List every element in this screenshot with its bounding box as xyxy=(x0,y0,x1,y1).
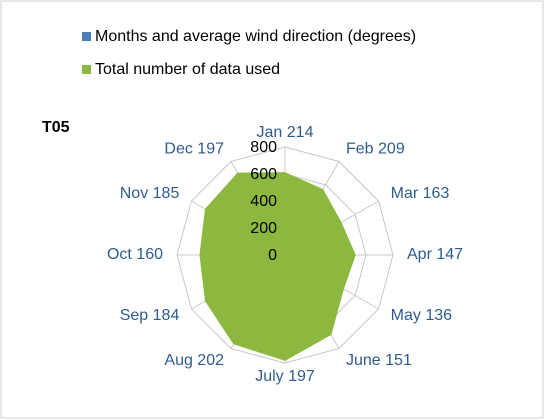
legend-label: Total number of data used xyxy=(95,61,280,78)
legend-swatch xyxy=(82,65,91,74)
r-tick-label: 0 xyxy=(268,247,277,264)
legend-label: Months and average wind direction (degre… xyxy=(95,28,416,45)
category-label: May 136 xyxy=(391,307,452,324)
chart-title: T05 xyxy=(42,119,70,136)
category-label: June 151 xyxy=(346,352,412,369)
r-tick-label: 400 xyxy=(250,193,277,210)
category-label: Nov 185 xyxy=(120,185,180,202)
category-label: Aug 202 xyxy=(164,352,224,369)
legend-swatch xyxy=(82,32,91,41)
category-label: Dec 197 xyxy=(164,141,224,158)
category-label: July 197 xyxy=(255,368,315,385)
category-label: Oct 160 xyxy=(107,246,163,263)
radar-area xyxy=(199,172,356,361)
category-label: Apr 147 xyxy=(407,246,463,263)
category-label: Jan 214 xyxy=(257,124,314,141)
category-label: Feb 209 xyxy=(346,141,405,158)
category-label: Mar 163 xyxy=(391,185,450,202)
r-tick-label: 600 xyxy=(250,166,277,183)
r-tick-label: 200 xyxy=(250,220,277,237)
r-tick-label: 800 xyxy=(250,139,277,156)
category-label: Sep 184 xyxy=(120,307,180,324)
